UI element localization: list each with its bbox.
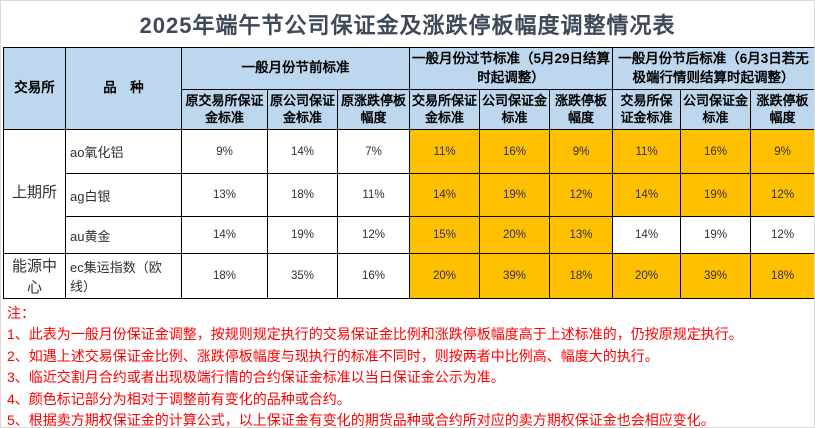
subheader-post-exchange-margin: 交易所保证金标准 xyxy=(612,89,682,130)
value-cell: 12% xyxy=(750,216,814,254)
group-header-pre-holiday: 一般月份节前标准 xyxy=(180,47,411,90)
subheader-during-limit: 涨跌停板幅度 xyxy=(549,89,614,130)
group-header-during-holiday: 一般月份过节标准（5月29日结算时起调整） xyxy=(409,47,614,90)
subheader-pre-exchange-margin: 原交易所保证金标准 xyxy=(181,89,268,130)
exchange-cell: 能源中心 xyxy=(3,253,66,299)
note-line-1: 1、此表为一般月份保证金调整，按规则规定执行的交易保证金比例和涨跌停板幅度高于上… xyxy=(7,326,743,343)
note-line-3: 3、临近交割月合约或者出现极端行情的合约保证金标准以当日保证金公示为准。 xyxy=(7,369,505,386)
value-cell: 39% xyxy=(680,253,752,299)
table-row: 能源中心 ec集运指数（欧线） 18% 35% 16% 20% 39% 18% … xyxy=(3,253,814,299)
subheader-during-company-margin: 公司保证金标准 xyxy=(479,89,551,130)
header-product: 品 种 xyxy=(65,47,182,130)
table-row: 上期所 ao氧化铝 9% 14% 7% 11% 16% 9% 11% 16% 9… xyxy=(3,129,814,254)
value-cell: 18% xyxy=(181,253,268,299)
value-cell: 20% xyxy=(409,253,481,299)
value-cell: 19% xyxy=(680,173,752,217)
value-cell: 14% xyxy=(181,216,268,254)
page-title: 2025年端午节公司保证金及涨跌停板幅度调整情况表 xyxy=(139,13,676,38)
value-cell: 19% xyxy=(267,216,338,254)
subheader-pre-limit: 原涨跌停板幅度 xyxy=(336,89,411,130)
value-cell: 18% xyxy=(750,253,814,299)
value-cell: 19% xyxy=(680,216,752,254)
table-header-row-subcols: 原交易所保证金标准 原公司保证金标准 原涨跌停板幅度 交易所保证金标准 公司保证… xyxy=(4,89,814,130)
value-cell: 14% xyxy=(267,129,338,174)
product-cell: au黄金 xyxy=(65,216,182,254)
value-cell: 9% xyxy=(181,129,268,174)
value-cell: 12% xyxy=(336,216,411,254)
value-cell: 15% xyxy=(409,216,481,254)
value-cell: 18% xyxy=(267,173,338,217)
value-cell: 13% xyxy=(181,173,268,217)
value-cell: 16% xyxy=(479,129,551,174)
value-cell: 12% xyxy=(549,173,614,217)
value-cell: 14% xyxy=(409,173,481,217)
product-cell: ao氧化铝 xyxy=(65,129,182,174)
value-cell: 16% xyxy=(336,253,411,299)
exchange-cell: 上期所 xyxy=(3,129,66,254)
value-cell: 16% xyxy=(680,129,752,174)
value-cell: 13% xyxy=(549,216,614,254)
note-line-5: 5、根据卖方期权保证金的计算公式，以上保证金有变化的期货品种或合约所对应的卖方期… xyxy=(7,412,715,428)
product-cell: ec集运指数（欧线） xyxy=(65,253,182,299)
group-header-post-holiday: 一般月份节后标准（6月3日若无极端行情则结算时起调整） xyxy=(612,47,814,90)
notes-section: 注： 1、此表为一般月份保证金调整，按规则规定执行的交易保证金比例和涨跌停板幅度… xyxy=(1,299,814,428)
value-cell: 11% xyxy=(336,173,411,217)
subheader-post-company-margin: 公司保证金标准 xyxy=(680,89,752,130)
value-cell: 12% xyxy=(750,173,814,217)
value-cell: 11% xyxy=(612,129,682,174)
note-line-2: 2、如遇上述交易保证金比例、涨跌停板幅度与现执行的标准不同时，则按两者中比例高、… xyxy=(7,347,659,364)
subheader-during-exchange-margin: 交易所保证金标准 xyxy=(409,89,481,130)
note-line-4: 4、颜色标记部分为相对于调整前有变化的品种或合约。 xyxy=(7,390,351,407)
product-cell: ag白银 xyxy=(65,173,182,217)
value-cell: 20% xyxy=(479,216,551,254)
value-cell: 9% xyxy=(750,129,814,174)
table-row: au黄金 14% 19% 12% 15% 20% 13% 14% 19% 12% xyxy=(4,216,814,254)
value-cell: 14% xyxy=(612,216,682,254)
value-cell: 9% xyxy=(549,129,614,174)
value-cell: 35% xyxy=(267,253,338,299)
header-exchange: 交易所 xyxy=(3,47,66,130)
value-cell: 14% xyxy=(612,173,682,217)
subheader-pre-company-margin: 原公司保证金标准 xyxy=(267,89,338,130)
value-cell: 19% xyxy=(479,173,551,217)
value-cell: 11% xyxy=(409,129,481,174)
value-cell: 18% xyxy=(549,253,614,299)
value-cell: 7% xyxy=(336,129,411,174)
value-cell: 39% xyxy=(479,253,551,299)
notes-heading: 注： xyxy=(7,305,35,321)
table-header-row-groups: 交易所 品 种 一般月份节前标准 一般月份过节标准（5月29日结算时起调整） 一… xyxy=(3,47,814,130)
margin-adjustment-table: 交易所 品 种 一般月份节前标准 一般月份过节标准（5月29日结算时起调整） 一… xyxy=(3,47,814,299)
table-row: ag白银 13% 18% 11% 14% 19% 12% 14% 19% 12% xyxy=(4,173,814,217)
subheader-post-limit: 涨跌停板幅度 xyxy=(750,89,814,130)
value-cell: 20% xyxy=(612,253,682,299)
